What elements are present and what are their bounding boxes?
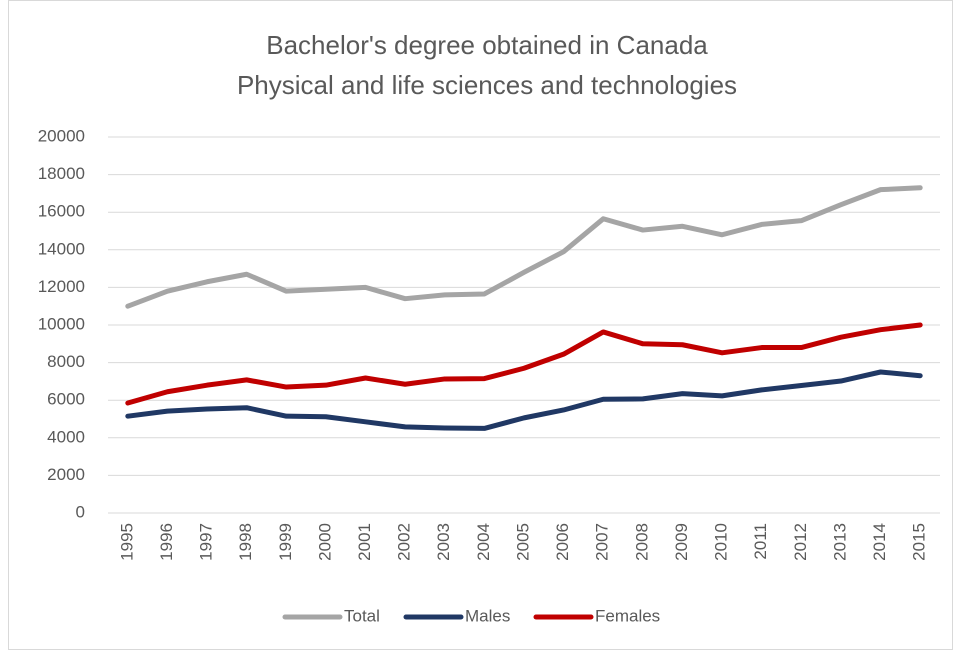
x-tick-label: 2011 xyxy=(751,523,770,560)
x-tick-label: 2006 xyxy=(553,523,572,561)
x-tick-label: 2014 xyxy=(870,523,889,561)
legend-label: Total xyxy=(344,606,380,625)
chart-subtitle: Physical and life sciences and technolog… xyxy=(237,70,737,100)
legend-label: Males xyxy=(465,606,510,625)
y-tick-label: 2000 xyxy=(47,465,85,484)
y-tick-label: 18000 xyxy=(38,164,85,183)
x-tick-label: 2009 xyxy=(672,523,691,561)
chart-title: Bachelor's degree obtained in Canada xyxy=(266,30,708,60)
y-tick-label: 6000 xyxy=(47,390,85,409)
y-tick-label: 0 xyxy=(76,502,85,521)
y-tick-label: 10000 xyxy=(38,314,85,333)
x-tick-label: 2008 xyxy=(632,523,651,561)
x-tick-label: 1999 xyxy=(276,523,295,561)
y-tick-label: 12000 xyxy=(38,277,85,296)
x-tick-label: 2010 xyxy=(712,523,731,561)
x-tick-label: 2007 xyxy=(593,523,612,561)
y-tick-label: 16000 xyxy=(38,202,85,221)
x-tick-label: 2001 xyxy=(355,523,374,561)
y-tick-label: 8000 xyxy=(47,352,85,371)
x-tick-label: 2012 xyxy=(791,523,810,561)
y-tick-label: 20000 xyxy=(38,126,85,145)
x-tick-label: 2003 xyxy=(434,523,453,561)
x-tick-label: 1996 xyxy=(157,523,176,561)
legend-label: Females xyxy=(595,606,660,625)
x-tick-label: 1997 xyxy=(197,523,216,561)
x-tick-label: 2004 xyxy=(474,523,493,561)
x-tick-label: 1995 xyxy=(117,523,136,561)
x-tick-label: 1998 xyxy=(236,523,255,561)
line-series xyxy=(125,369,923,431)
line-series xyxy=(125,185,923,309)
line-series xyxy=(125,322,923,406)
x-tick-label: 2002 xyxy=(395,523,414,561)
x-tick-label: 2015 xyxy=(910,523,929,561)
y-tick-label: 4000 xyxy=(47,427,85,446)
y-tick-label: 14000 xyxy=(38,239,85,258)
x-tick-label: 2000 xyxy=(315,523,334,561)
x-tick-label: 2013 xyxy=(830,523,849,561)
x-tick-label: 2005 xyxy=(513,523,532,561)
